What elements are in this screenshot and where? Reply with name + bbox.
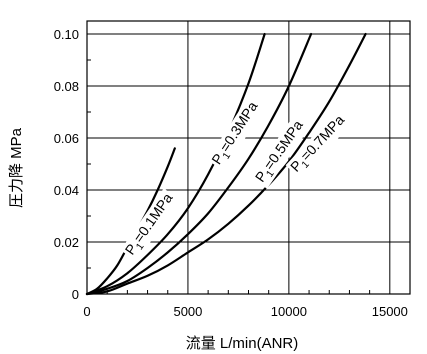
x-tick-label: 5000 [173, 304, 202, 319]
curve-label: P1=0.3MPa [208, 98, 264, 169]
curve-p1-105 [85, 32, 313, 296]
curve-label-background [250, 115, 311, 189]
y-tick-label: 0.08 [54, 79, 79, 94]
x-tick-label: 10000 [271, 304, 307, 319]
curve-label-background [207, 96, 266, 171]
y-tick-label: 0.10 [54, 27, 79, 42]
x-axis-label: 流量 L/min(ANR) [186, 335, 299, 352]
x-tick-label: 15000 [372, 304, 408, 319]
curve-label-subscript: 1 [264, 168, 276, 179]
curve-label-subscript: 1 [221, 150, 233, 161]
axis-ticks: 0 5000 10000 15000 0 0.02 0.04 0.06 0.08 0.10 [54, 27, 408, 319]
curve-label-background [120, 188, 181, 262]
curve-label-group: P1=0.3MPa [207, 96, 266, 171]
curve-label-subscript: 1 [300, 159, 312, 171]
y-tick-label: 0.04 [54, 183, 79, 198]
y-tick-label: 0 [72, 287, 79, 302]
curve-label-background [285, 110, 352, 179]
y-axis-label: 圧力降 MPa [8, 127, 25, 208]
y-tick-label: 0.02 [54, 235, 79, 250]
y-tick-label: 0.06 [54, 131, 79, 146]
curve-label-subscript: 1 [134, 241, 146, 252]
curve-p1-103 [85, 32, 266, 296]
x-tick-label: 0 [83, 304, 90, 319]
curve-p1-107 [85, 32, 367, 296]
